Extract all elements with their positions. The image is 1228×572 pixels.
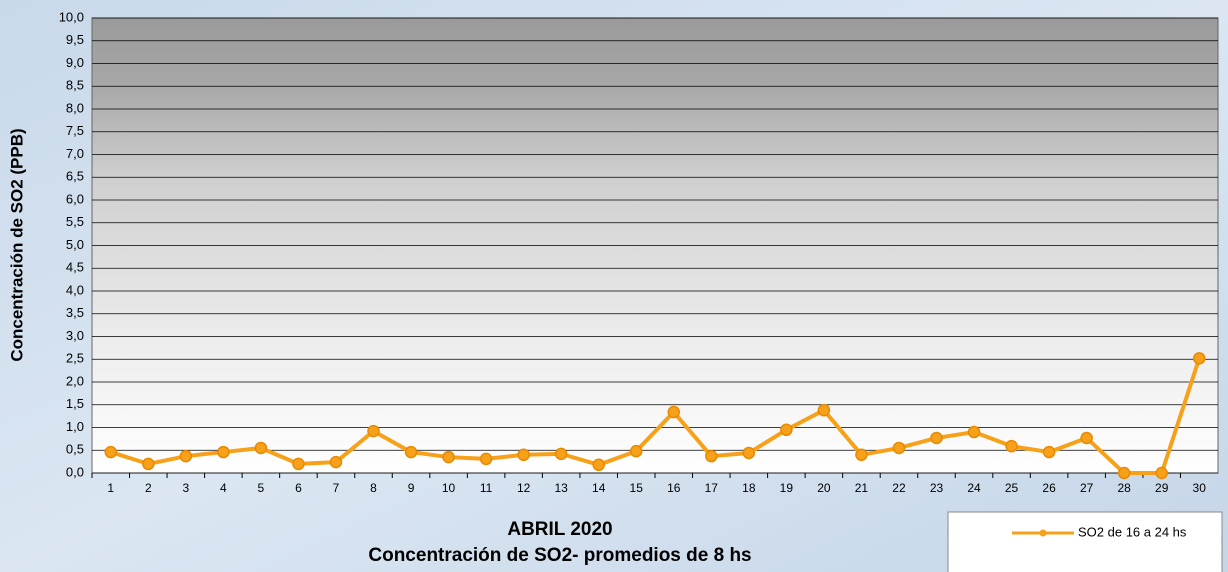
data-point [104,445,118,459]
y-tick-label: 3,5 [66,305,84,320]
y-tick-label: 0,5 [66,442,84,457]
data-point [554,447,568,461]
y-tick-label: 6,5 [66,169,84,184]
x-tick-label: 14 [592,481,606,495]
x-tick-label: 2 [145,481,152,495]
y-tick-label: 3,0 [66,328,84,343]
data-point [705,449,718,463]
data-point [1080,431,1093,445]
x-tick-label: 27 [1080,481,1094,495]
x-tick-label: 18 [742,481,756,495]
x-tick-label: 13 [554,481,568,495]
data-point [1192,352,1206,365]
y-tick-label: 10,0 [59,9,84,24]
x-tick-label: 28 [1117,481,1131,495]
x-tick-label: 4 [220,481,227,495]
y-axis-label: Concentración de SO2 (PPB) [7,128,26,361]
data-point [817,403,831,417]
x-tick-label: 20 [817,481,831,495]
data-point [629,444,643,458]
x-tick-label: 29 [1155,481,1169,495]
x-tick-label: 23 [930,481,944,495]
y-tick-label: 2,5 [66,351,84,366]
chart-subtitle: Concentración de SO2- promedios de 8 hs [368,545,751,566]
y-tick-label: 9,0 [66,55,84,70]
data-point [479,452,493,466]
y-tick-label: 4,5 [66,260,84,275]
data-point [517,448,530,462]
data-point [292,457,305,471]
x-tick-label: 21 [855,481,869,495]
legend-label: SO2 de 16 a 24 hs [1078,524,1187,539]
y-tick-label: 6,0 [66,191,84,206]
series-line [110,357,1202,475]
legend-marker [1039,529,1047,537]
y-tick-label: 1,5 [66,396,84,411]
x-tick-label: 30 [1193,481,1207,495]
y-tick-label: 0,0 [66,464,84,479]
data-point [254,441,268,455]
data-point [892,441,906,455]
data-point [667,405,681,419]
data-point [142,457,155,471]
y-tick-label: 8,0 [66,100,84,115]
chart-title: ABRIL 2020 [507,519,612,540]
data-point [855,448,868,462]
y-tick-label: 5,0 [66,237,84,252]
x-tick-label: 11 [480,481,493,495]
y-tick-label: 9,5 [66,32,84,47]
y-tick-label: 7,0 [66,146,84,161]
x-tick-label: 17 [705,481,719,495]
legend-box [947,511,1223,572]
y-tick-label: 8,5 [66,78,84,93]
x-tick-label: 24 [967,481,981,495]
data-point [179,449,193,463]
y-tick-label: 7,5 [66,123,84,138]
data-point [592,458,605,472]
x-tick-label: 3 [182,481,189,495]
x-tick-label: 15 [630,481,644,495]
x-tick-label: 12 [517,481,531,495]
x-tick-label: 16 [667,481,681,495]
y-tick-label: 2,0 [66,373,84,388]
x-tick-label: 9 [408,481,415,495]
data-point [1117,466,1131,480]
data-point [442,450,455,464]
data-point [780,423,793,437]
data-point [1155,466,1168,480]
y-tick-label: 4,0 [66,282,84,297]
data-point [367,424,380,438]
x-tick-label: 8 [370,481,377,495]
y-tick-label: 1,0 [66,419,84,434]
data-point [329,455,343,469]
x-tick-label: 10 [442,481,456,495]
y-tick-label: 5,5 [66,214,84,229]
x-tick-label: 25 [1005,481,1019,495]
x-tick-label: 7 [333,481,340,495]
x-tick-label: 19 [780,481,794,495]
x-tick-label: 22 [892,481,906,495]
x-tick-label: 26 [1042,481,1056,495]
x-tick-label: 5 [258,481,265,495]
x-tick-label: 6 [295,481,302,495]
data-point [1042,445,1056,459]
data-point [217,445,230,459]
data-point [404,445,418,459]
data-point [967,425,981,439]
data-point [1005,439,1018,453]
data-point [742,446,756,460]
x-tick-label: 1 [107,481,114,495]
data-point [930,431,943,445]
